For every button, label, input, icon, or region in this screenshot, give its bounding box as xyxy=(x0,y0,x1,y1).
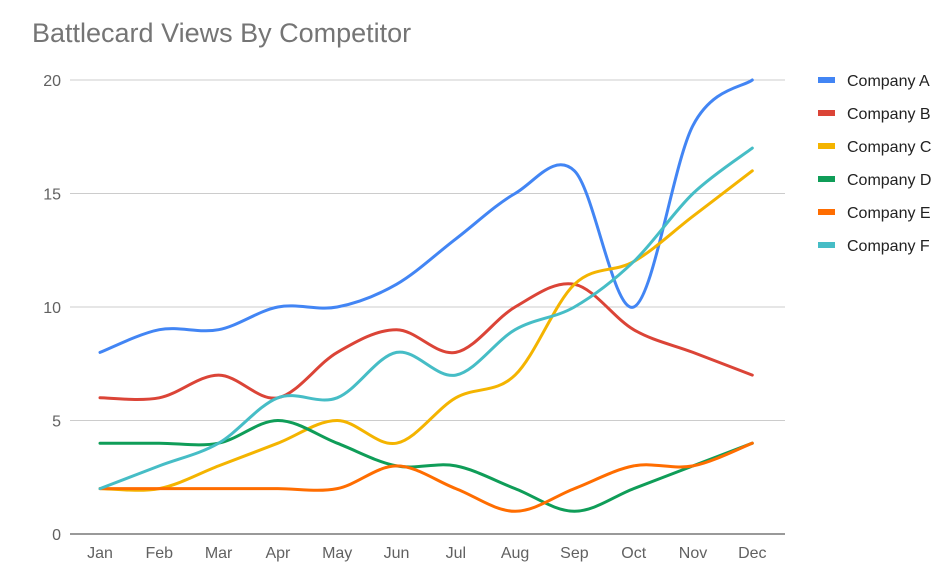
series-line-company-e xyxy=(98,441,754,513)
legend-label: Company E xyxy=(847,205,931,222)
x-tick-label: Sep xyxy=(560,545,589,562)
x-tick-label: Jan xyxy=(87,545,113,562)
legend-swatch xyxy=(818,209,835,215)
legend-swatch xyxy=(818,176,835,182)
legend: Company A Company B Company C Company D Comp… xyxy=(818,73,931,255)
series-line-company-b xyxy=(98,282,754,401)
legend-label: Company D xyxy=(847,172,931,189)
y-tick-label: 20 xyxy=(43,73,61,90)
legend-label: Company F xyxy=(847,238,930,255)
series-line-company-f xyxy=(98,146,754,491)
y-tick-label: 0 xyxy=(52,527,61,544)
x-axis-ticks: Jan Feb Mar Apr May Jun Jul Aug Sep Oct Nov Dec xyxy=(87,545,766,562)
legend-swatch xyxy=(818,110,835,116)
legend-label: Company C xyxy=(847,139,931,156)
x-tick-label: Apr xyxy=(265,545,291,562)
x-tick-label: Jun xyxy=(384,545,410,562)
legend-label: Company A xyxy=(847,73,930,90)
y-tick-label: 10 xyxy=(43,300,61,317)
series-lines xyxy=(98,78,754,513)
y-tick-label: 15 xyxy=(43,187,61,204)
x-tick-label: Nov xyxy=(679,545,707,562)
legend-swatch xyxy=(818,143,835,149)
legend-label: Company B xyxy=(847,106,931,123)
series-line-company-a xyxy=(98,78,754,354)
legend-swatch xyxy=(818,77,835,83)
series-line-company-c xyxy=(98,169,754,492)
x-tick-label: Aug xyxy=(501,545,529,562)
x-tick-label: Feb xyxy=(146,545,174,562)
legend-swatch xyxy=(818,242,835,248)
y-tick-label: 5 xyxy=(52,414,61,431)
chart-title: Battlecard Views By Competitor xyxy=(32,18,412,48)
y-axis-ticks: 0 5 10 15 20 xyxy=(43,73,61,544)
x-tick-label: May xyxy=(322,545,352,562)
x-tick-label: Oct xyxy=(621,545,646,562)
x-tick-label: Mar xyxy=(205,545,233,562)
x-tick-label: Jul xyxy=(446,545,466,562)
gridlines xyxy=(70,79,785,421)
x-tick-label: Dec xyxy=(738,545,766,562)
